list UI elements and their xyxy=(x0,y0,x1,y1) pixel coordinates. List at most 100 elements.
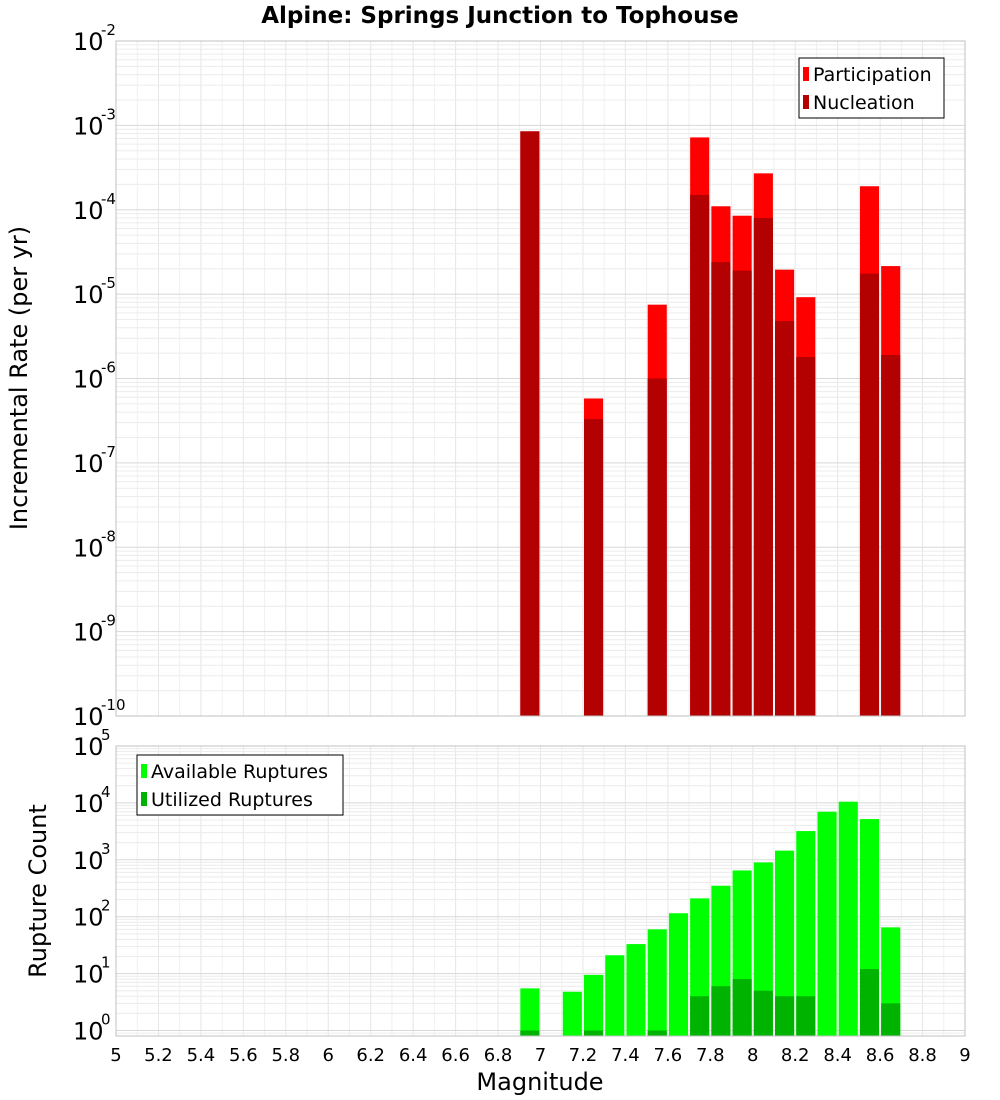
chart-title: Alpine: Springs Junction to Tophouse xyxy=(261,3,739,29)
legend-swatch xyxy=(141,792,147,806)
y-tick-label: 10 xyxy=(73,790,104,818)
x-tick-label: 8.8 xyxy=(908,1045,937,1066)
y-tick-label: 10 xyxy=(73,28,104,56)
bar-available-ruptures xyxy=(520,988,540,1036)
bar-nucleation xyxy=(753,217,773,716)
bar-utilized-ruptures xyxy=(690,996,710,1036)
top-plot-frame xyxy=(115,40,966,717)
legend-box xyxy=(798,57,945,119)
bar-utilized-ruptures xyxy=(881,1003,901,1036)
bar-utilized-ruptures xyxy=(732,979,752,1036)
y-tick-exponent: -6 xyxy=(101,359,116,377)
y-tick-label: 10 xyxy=(73,619,104,647)
bar-available-ruptures xyxy=(626,944,646,1036)
x-tick-label: 7.6 xyxy=(654,1045,683,1066)
bar-nucleation xyxy=(584,419,604,716)
y-tick-exponent: -9 xyxy=(101,612,116,630)
top-y-axis-title: Incremental Rate (per yr) xyxy=(5,226,33,530)
x-tick-label: 7.8 xyxy=(696,1045,725,1066)
x-tick-label: 7.2 xyxy=(569,1045,598,1066)
bar-available-ruptures xyxy=(562,991,582,1036)
bar-nucleation xyxy=(775,321,795,716)
legend-swatch xyxy=(141,764,147,778)
bar-utilized-ruptures xyxy=(753,990,773,1036)
top-bars xyxy=(520,131,901,717)
bar-nucleation xyxy=(690,194,710,716)
x-tick-label: 6.2 xyxy=(356,1045,385,1066)
legend-label: Available Ruptures xyxy=(151,761,328,783)
x-tick-label: 8.6 xyxy=(866,1045,895,1066)
y-tick-exponent: -2 xyxy=(101,21,116,39)
y-tick-exponent: -10 xyxy=(101,696,126,714)
bar-utilized-ruptures xyxy=(859,969,880,1036)
y-tick-label: 10 xyxy=(73,534,104,562)
bar-available-ruptures xyxy=(817,811,837,1036)
bar-available-ruptures xyxy=(796,831,816,1036)
bar-utilized-ruptures xyxy=(584,1030,604,1036)
bar-utilized-ruptures xyxy=(796,996,816,1036)
bottom-x-ticks: 5 5.2 5.4 5.6 5.8 6 6.2 6.4 6.6 6.8 7 7.2 7.4 7.6 7.8 8… xyxy=(110,1045,970,1066)
x-tick-label: 5.8 xyxy=(271,1045,300,1066)
x-tick-label: 7.4 xyxy=(611,1045,640,1066)
legend-label: Utilized Ruptures xyxy=(151,789,313,811)
bar-nucleation xyxy=(881,354,901,716)
y-tick-label: 10 xyxy=(73,904,104,932)
y-tick-exponent: 2 xyxy=(101,897,111,915)
y-tick-label: 10 xyxy=(73,703,104,731)
y-tick-exponent: 4 xyxy=(101,783,111,801)
x-tick-label: 5.2 xyxy=(144,1045,173,1066)
bar-nucleation xyxy=(859,273,880,716)
bottom-legend: Available Ruptures Utilized Ruptures xyxy=(136,754,344,816)
x-tick-label: 8 xyxy=(747,1045,758,1066)
y-tick-exponent: -8 xyxy=(101,527,116,545)
x-tick-label: 6.4 xyxy=(399,1045,428,1066)
bar-nucleation xyxy=(711,262,731,716)
y-tick-label: 10 xyxy=(73,197,104,225)
y-tick-exponent: 0 xyxy=(101,1010,111,1028)
bar-available-ruptures xyxy=(647,929,667,1036)
x-tick-label: 5.4 xyxy=(187,1045,216,1066)
x-axis-title: Magnitude xyxy=(476,1068,603,1096)
x-tick-label: 6.6 xyxy=(441,1045,470,1066)
bar-nucleation xyxy=(520,131,540,717)
bottom-bars xyxy=(520,801,901,1036)
bar-available-ruptures xyxy=(605,955,625,1036)
bar-nucleation xyxy=(732,270,752,716)
y-tick-exponent: -5 xyxy=(101,274,116,292)
bar-utilized-ruptures xyxy=(647,1030,667,1036)
y-tick-exponent: -7 xyxy=(101,443,116,461)
y-tick-exponent: 5 xyxy=(101,726,111,744)
y-tick-label: 10 xyxy=(73,112,104,140)
bar-utilized-ruptures xyxy=(711,986,731,1036)
top-legend: Participation Nucleation xyxy=(798,57,945,119)
y-tick-exponent: 1 xyxy=(101,954,111,972)
bar-available-ruptures xyxy=(584,974,604,1036)
x-tick-label: 6 xyxy=(323,1045,334,1066)
x-tick-label: 7 xyxy=(535,1045,546,1066)
y-tick-label: 10 xyxy=(73,450,104,478)
y-tick-exponent: -3 xyxy=(101,105,116,123)
y-tick-label: 10 xyxy=(73,366,104,394)
bottom-y-axis-title: Rupture Count xyxy=(24,804,52,978)
x-tick-label: 5.6 xyxy=(229,1045,258,1066)
x-tick-label: 5 xyxy=(110,1045,121,1066)
bar-available-ruptures xyxy=(775,850,795,1036)
bar-available-ruptures xyxy=(668,913,689,1036)
x-tick-label: 9 xyxy=(959,1045,970,1066)
y-tick-label: 10 xyxy=(73,1017,104,1045)
bar-nucleation xyxy=(647,378,667,716)
x-tick-label: 8.2 xyxy=(781,1045,810,1066)
x-tick-label: 6.8 xyxy=(484,1045,513,1066)
y-tick-exponent: -4 xyxy=(101,190,116,208)
bar-utilized-ruptures xyxy=(775,996,795,1036)
y-tick-label: 10 xyxy=(73,733,104,761)
legend-box xyxy=(136,754,344,816)
bottom-plot-frame xyxy=(115,745,966,1037)
y-tick-label: 10 xyxy=(73,847,104,875)
x-tick-label: 8.4 xyxy=(823,1045,852,1066)
